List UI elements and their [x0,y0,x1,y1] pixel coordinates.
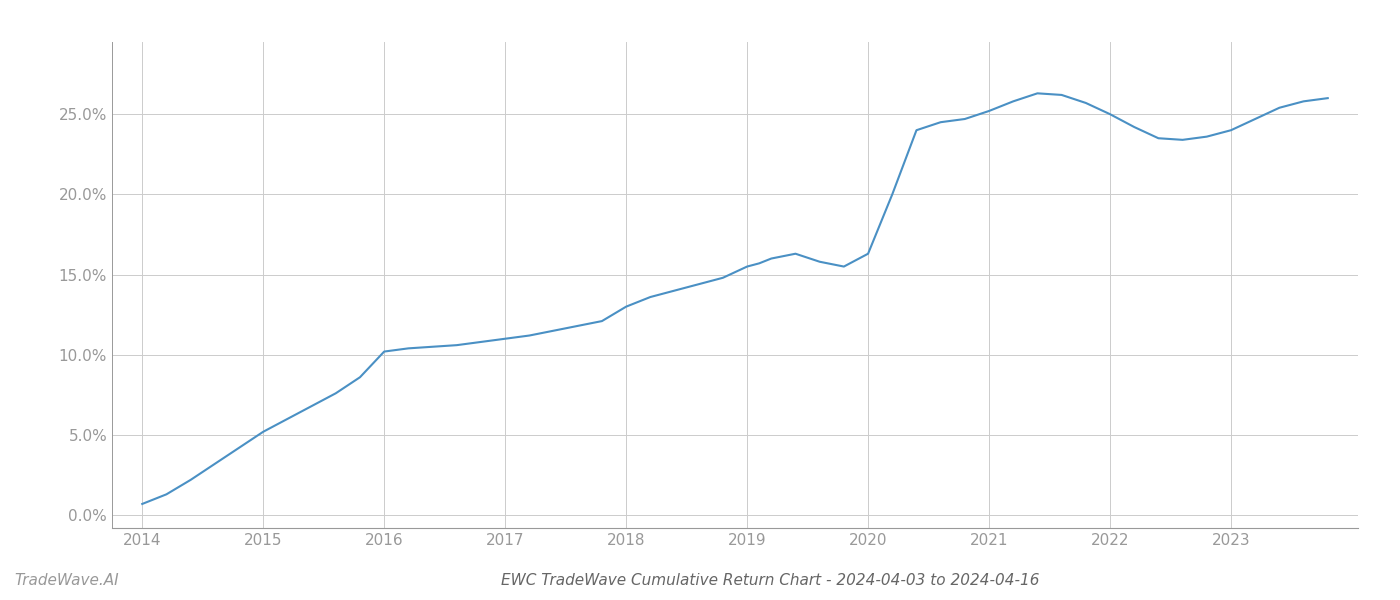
Text: TradeWave.AI: TradeWave.AI [14,573,119,588]
Text: EWC TradeWave Cumulative Return Chart - 2024-04-03 to 2024-04-16: EWC TradeWave Cumulative Return Chart - … [501,573,1039,588]
